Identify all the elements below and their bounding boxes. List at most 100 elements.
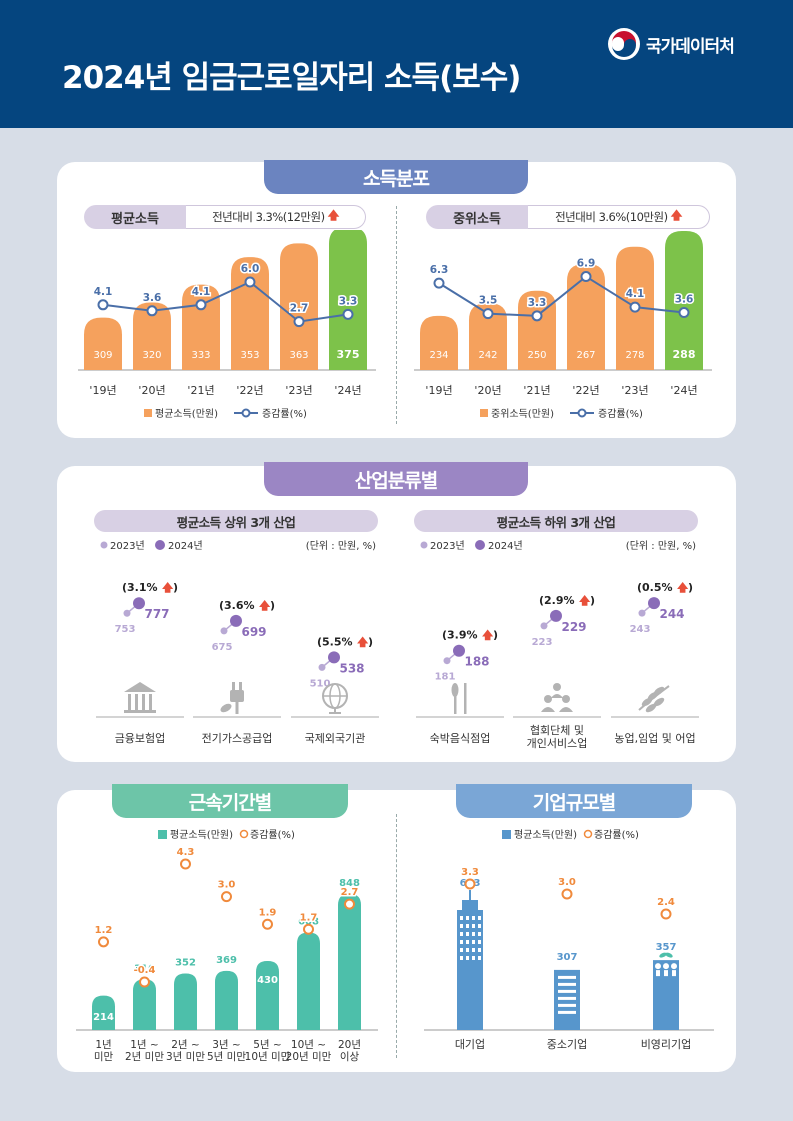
bar-value-label: 430 — [257, 975, 278, 986]
rate-label: (0.5% — [637, 581, 673, 594]
people-icon-body — [541, 707, 555, 712]
building-window — [460, 940, 463, 944]
bar — [420, 315, 458, 370]
legend-line-label: 증감률(%) — [262, 408, 307, 420]
rate-label: 6.0 — [241, 263, 260, 275]
dot-2024 — [133, 597, 145, 610]
rate-label: 1.2 — [95, 925, 113, 936]
page-title: 2024년 임금근로일자리 소득(보수) — [62, 60, 521, 96]
x-tick-label: '20년 — [474, 384, 501, 397]
x-tick-label: '21년 — [523, 384, 550, 397]
bar-value-label: 848 — [339, 878, 360, 889]
up-arrow-icon: 🡅 — [259, 599, 271, 612]
bank-icon-column — [135, 694, 138, 710]
mean-pill-value: 전년대비 3.3%(12만원) 🡅 — [186, 205, 366, 229]
legend-bar-swatch — [144, 409, 152, 417]
section-tab-industry: 산업분류별 — [264, 462, 528, 496]
bar-value-label: 316 — [134, 963, 155, 974]
dot-2024 — [328, 651, 340, 664]
legend-bar-swatch — [158, 830, 167, 839]
people-icon — [553, 683, 561, 691]
bar — [133, 979, 156, 1030]
building-window — [558, 989, 576, 993]
bar-value-label: 234 — [429, 350, 448, 361]
org-name: 국가데이터처 — [646, 36, 735, 57]
bar-value-label: 375 — [337, 348, 360, 361]
bank-icon-column — [142, 694, 145, 710]
sprout-icon — [665, 952, 673, 958]
rate-point — [293, 316, 305, 328]
rate-label: (2.9% — [539, 594, 575, 607]
rate-label: 2.7 — [290, 303, 309, 315]
bank-icon — [124, 682, 156, 692]
building-window — [472, 956, 475, 960]
value-2024-label: 699 — [241, 625, 266, 639]
dot-2024 — [230, 614, 242, 627]
rate-label: 1.7 — [300, 912, 318, 923]
rate-close-label: ) — [368, 635, 373, 648]
x-tick-label: 20년 이상 — [338, 1039, 361, 1063]
bar — [256, 961, 279, 1030]
bar — [338, 894, 361, 1030]
building-window — [460, 948, 463, 952]
bar-value-label: 242 — [478, 350, 497, 361]
rate-label: 3.6 — [143, 292, 162, 304]
people-icon-body — [656, 970, 660, 977]
building-window — [478, 956, 481, 960]
x-tick-label: '23년 — [621, 384, 648, 397]
bar-value-label: 333 — [191, 350, 210, 361]
mean-pill-label: 평균소득 — [84, 205, 186, 229]
value-2024-label: 188 — [464, 655, 489, 669]
x-tick-label: '20년 — [138, 384, 165, 397]
building-window — [478, 932, 481, 936]
building-window — [558, 1010, 576, 1014]
legend-bar-swatch — [480, 409, 488, 417]
up-arrow-icon: 🡅 — [357, 635, 369, 648]
bar — [329, 230, 367, 370]
x-tick-label: '21년 — [187, 384, 214, 397]
median-pill-value: 전년대비 3.6%(10만원) 🡅 — [528, 205, 710, 229]
category-label: 협회단체 및 개인서비스업 — [527, 724, 588, 750]
category-label: 전기가스공급업 — [202, 732, 273, 745]
plug-icon-pin — [239, 682, 242, 690]
median-pill-label: 중위소득 — [426, 205, 528, 229]
people-icon-person — [544, 695, 552, 703]
rate-label: 6.9 — [577, 258, 596, 270]
rate-label: 1.9 — [259, 907, 277, 918]
building-window — [460, 956, 463, 960]
median-pill: 중위소득 전년대비 3.6%(10만원) 🡅 — [426, 205, 710, 229]
legend-rate-marker — [583, 829, 593, 839]
legend-bar-label: 중위소득(만원) — [491, 407, 554, 420]
bar-value-label: 363 — [289, 350, 308, 361]
value-2024-label: 229 — [561, 620, 586, 634]
utensils-icon-handle — [454, 696, 457, 714]
building-window — [466, 940, 469, 944]
building-window — [466, 956, 469, 960]
bar-value-label: 267 — [576, 350, 595, 361]
x-tick-label: '22년 — [236, 384, 263, 397]
rate-line — [102, 280, 349, 323]
bar-value-label: 214 — [93, 1012, 114, 1023]
legend-2023-marker — [420, 541, 428, 549]
legend-2023-label: 2023년 — [430, 540, 465, 552]
legend-2024-label: 2024년 — [488, 540, 523, 552]
rate-point — [678, 307, 690, 319]
dot-2024 — [453, 644, 465, 657]
section-tab-tenure: 근속기간별 — [112, 784, 348, 818]
header: 2024년 임금근로일자리 소득(보수) 국가데이터처 — [0, 0, 793, 128]
dot-2023 — [443, 657, 451, 665]
rate-close-label: ) — [173, 581, 178, 594]
bank-icon-column — [128, 694, 131, 710]
value-2023-label: 510 — [310, 678, 331, 689]
building-window — [558, 1003, 576, 1007]
bar-value-label: 357 — [656, 942, 677, 953]
rate-point — [660, 908, 672, 920]
building-window — [472, 916, 475, 920]
x-tick-label: '22년 — [572, 384, 599, 397]
rate-point — [195, 299, 207, 311]
value-2023-label: 753 — [115, 624, 136, 635]
value-2023-label: 223 — [532, 637, 553, 648]
building-window — [472, 940, 475, 944]
building-window — [466, 948, 469, 952]
legend-rate-marker — [239, 829, 249, 839]
